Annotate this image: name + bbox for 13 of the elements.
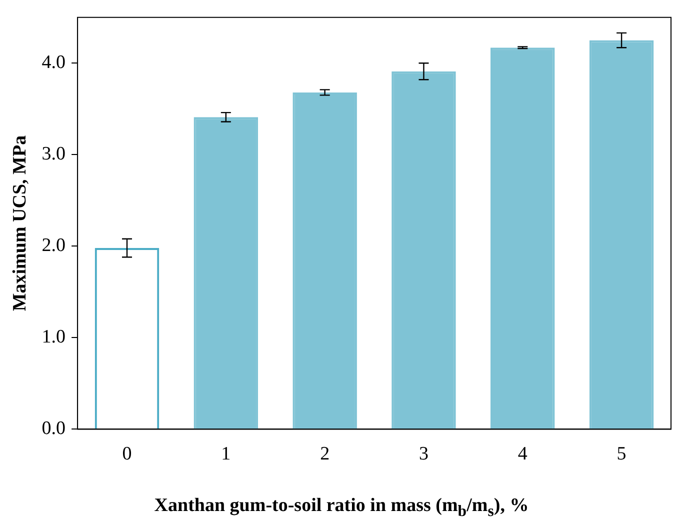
y-tick-label: 1.0 [42,326,66,348]
x-tick-label: 3 [418,444,428,465]
x-tick-label: 0 [122,444,132,465]
y-tick-label: 0.0 [42,418,66,440]
y-axis-title: Maximum UCS, MPa [9,134,30,312]
y-tick-label: 3.0 [42,144,66,165]
x-tick-label: 2 [320,444,330,465]
x-tick-label: 4 [518,444,528,465]
y-tick-label: 4.0 [42,52,66,74]
x-tick-label: 5 [616,444,626,465]
x-tick-label: 1 [221,444,231,465]
y-tick-label: 2.0 [42,235,66,256]
x-axis-title: Xanthan gum-to-soil ratio in mass (m$_{b}$/m$_{s}$), % [153,495,530,521]
